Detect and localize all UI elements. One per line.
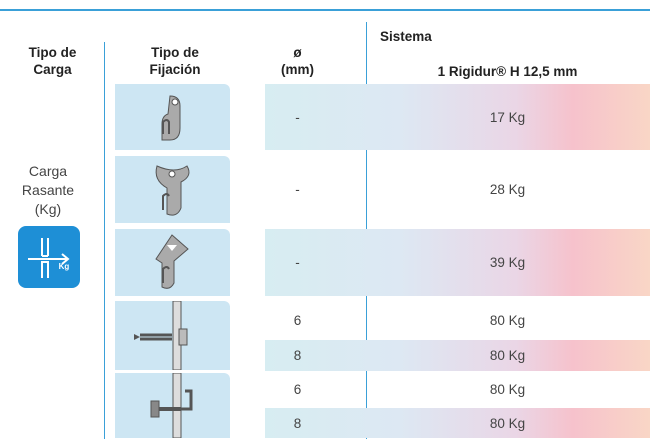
- fixing-icon: [161, 95, 181, 141]
- row-band: [265, 340, 650, 371]
- fixing-image: [115, 300, 230, 371]
- load-cell: 28 Kg: [489, 182, 526, 197]
- diameter-cell: 8: [293, 415, 302, 431]
- diameter-cell: -: [295, 109, 300, 125]
- fixing-icon: [150, 372, 193, 439]
- row-band: [265, 229, 650, 296]
- diameter-cell: 8: [293, 348, 302, 363]
- load-cell: 80 Kg: [489, 348, 526, 363]
- load-cell: 80 Kg: [489, 313, 526, 328]
- diameter-cell: 6: [293, 313, 302, 328]
- fixing-image: [115, 229, 230, 296]
- load-cell: 17 Kg: [489, 109, 526, 125]
- header-diameter: ø (mm): [281, 45, 314, 77]
- header-system-name: 1 Rigidur® H 12,5 mm: [437, 64, 578, 79]
- header-fixing-type: Tipo de Fijación: [149, 45, 201, 77]
- row-band: [265, 408, 650, 438]
- header-load-type: Tipo de Carga: [28, 45, 77, 77]
- fixing-icon: [155, 234, 189, 289]
- fixing-icon: [134, 300, 188, 371]
- load-icon: Kg: [18, 226, 80, 288]
- fixing-image: [115, 84, 230, 150]
- fixing-icon: [155, 165, 190, 216]
- row-band: [265, 84, 650, 150]
- load-cell: 39 Kg: [489, 255, 526, 270]
- load-label: Carga Rasante (Kg): [21, 163, 75, 217]
- fixing-image: [115, 372, 230, 439]
- diameter-cell: -: [295, 182, 300, 197]
- header-system: Sistema: [380, 29, 432, 44]
- fixing-image: [115, 156, 230, 223]
- load-divider: [104, 42, 105, 439]
- load-cell: 80 Kg: [489, 382, 526, 397]
- top-rule: [0, 9, 650, 11]
- diameter-cell: 6: [293, 382, 302, 397]
- load-icon-label: Kg: [59, 262, 70, 271]
- load-icon-graphic: Kg: [28, 238, 70, 278]
- load-cell: 80 Kg: [489, 415, 526, 431]
- diameter-cell: -: [295, 255, 300, 270]
